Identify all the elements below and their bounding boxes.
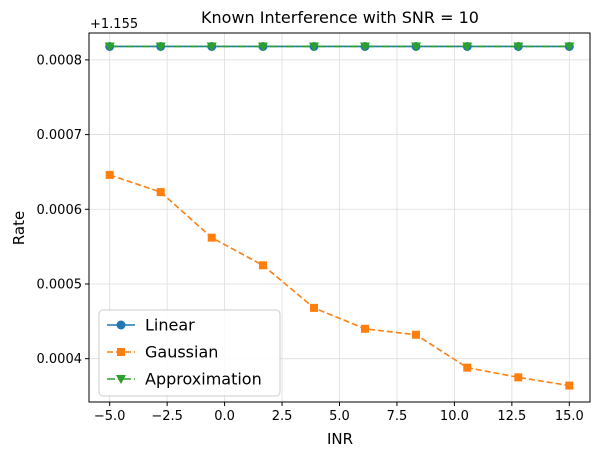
y-tick-label: 0.0008: [37, 53, 83, 68]
data-point: [309, 303, 318, 312]
x-tick-label: 12.5: [497, 409, 526, 424]
x-tick-label: 0.0: [214, 409, 235, 424]
series-gaussian: [105, 170, 574, 390]
y-tick-label: 0.0006: [37, 203, 83, 218]
data-point: [513, 42, 524, 52]
legend-marker: [116, 375, 126, 384]
y-tick-label: 0.0005: [37, 277, 83, 292]
data-point: [361, 324, 370, 333]
data-point: [564, 42, 575, 52]
data-point: [104, 42, 115, 52]
x-tick-label: 15.0: [555, 409, 584, 424]
data-point: [308, 42, 319, 52]
x-tick-label: −2.5: [151, 409, 183, 424]
series-layer: [104, 41, 575, 390]
grid: [89, 33, 590, 402]
legend-label: Gaussian: [145, 343, 218, 362]
series-approximation: [104, 42, 575, 52]
series-line: [109, 174, 570, 387]
x-tick-label: 5.0: [329, 409, 350, 424]
x-axis-label: INR: [327, 430, 353, 448]
x-tick-label: 2.5: [272, 409, 293, 424]
data-point: [155, 42, 166, 52]
y-tick-label: 0.0004: [37, 352, 83, 367]
legend-label: Linear: [145, 316, 195, 335]
y-offset-label: +1.155: [90, 17, 138, 32]
data-point: [360, 42, 371, 52]
x-tick-label: −5.0: [94, 409, 126, 424]
legend: Linear Gaussian Approximation: [98, 309, 281, 397]
legend-label: Approximation: [145, 370, 262, 389]
legend-marker: [116, 320, 126, 330]
chart-title: Known Interference with SNR = 10: [201, 8, 479, 27]
x-tick-label: 7.5: [387, 409, 408, 424]
data-point: [412, 330, 421, 339]
y-tick-label: 0.0007: [37, 128, 83, 143]
y-axis-label: Rate: [10, 211, 28, 245]
data-point: [258, 261, 267, 270]
data-point: [411, 42, 422, 52]
data-point: [462, 42, 473, 52]
data-point: [105, 170, 114, 179]
data-point: [514, 373, 523, 382]
data-point: [156, 188, 165, 197]
data-point: [257, 42, 268, 52]
data-point: [463, 363, 472, 372]
data-point: [565, 381, 574, 390]
legend-marker: [117, 348, 125, 356]
data-point: [207, 233, 216, 242]
axis-ticks: −5.0 −2.5 0.0 2.5 5.0 7.5 10.0 12.5 15.0 0.0004 0.…: [37, 53, 584, 424]
data-point: [206, 42, 217, 52]
x-tick-label: 10.0: [440, 409, 469, 424]
legend-box: [98, 309, 281, 397]
